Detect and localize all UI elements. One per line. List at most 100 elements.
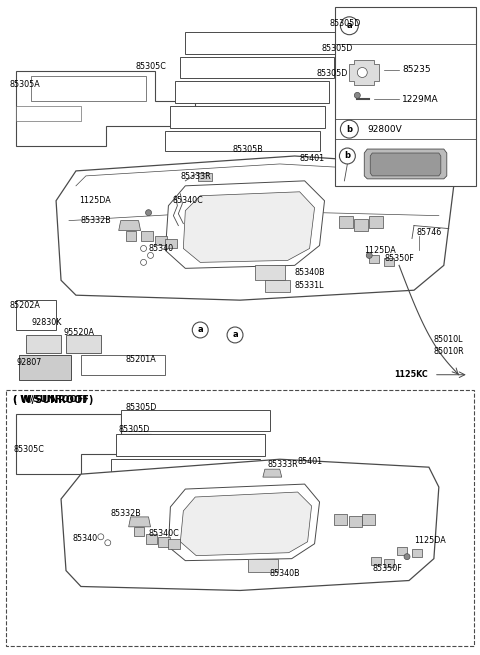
Polygon shape [265, 280, 290, 292]
Text: 1229MA: 1229MA [402, 95, 439, 104]
Text: 85202A: 85202A [9, 301, 40, 310]
Text: 85340B: 85340B [270, 569, 300, 578]
Polygon shape [339, 215, 353, 227]
Polygon shape [335, 514, 348, 525]
Polygon shape [120, 409, 270, 432]
Polygon shape [371, 557, 381, 565]
Polygon shape [168, 539, 180, 549]
Polygon shape [126, 231, 136, 240]
Polygon shape [369, 255, 379, 263]
Polygon shape [349, 60, 379, 85]
Polygon shape [116, 434, 265, 457]
Text: 85305B: 85305B [232, 145, 263, 153]
Circle shape [404, 553, 410, 559]
Polygon shape [180, 492, 312, 555]
Text: 1125DA: 1125DA [79, 196, 111, 205]
Polygon shape [166, 131, 320, 151]
Polygon shape [370, 153, 441, 176]
Polygon shape [183, 192, 314, 263]
Text: ( W/SUNROOF): ( W/SUNROOF) [13, 394, 94, 405]
Text: 85340: 85340 [148, 244, 174, 253]
Text: 1125DA: 1125DA [364, 246, 396, 255]
Polygon shape [145, 534, 157, 544]
Polygon shape [354, 219, 368, 231]
Polygon shape [119, 221, 141, 231]
Polygon shape [185, 31, 339, 54]
Polygon shape [364, 149, 447, 179]
Polygon shape [158, 537, 170, 547]
Text: 85305D: 85305D [322, 44, 353, 53]
Polygon shape [170, 106, 324, 128]
Circle shape [145, 210, 152, 215]
Text: 85333R: 85333R [268, 460, 299, 469]
Polygon shape [111, 459, 260, 479]
Text: 85305D: 85305D [119, 425, 150, 434]
Circle shape [141, 259, 146, 265]
Polygon shape [61, 459, 439, 590]
Polygon shape [198, 173, 212, 181]
Polygon shape [56, 156, 454, 300]
Polygon shape [412, 549, 422, 557]
Circle shape [354, 92, 360, 98]
Circle shape [147, 252, 154, 259]
Text: 85010R: 85010R [434, 347, 465, 356]
Polygon shape [141, 231, 153, 240]
Text: 85305D: 85305D [316, 69, 348, 78]
Text: b: b [344, 151, 350, 160]
Polygon shape [133, 527, 144, 536]
Polygon shape [16, 106, 81, 121]
Polygon shape [16, 300, 56, 330]
Text: 92807: 92807 [16, 358, 42, 367]
Polygon shape [168, 484, 320, 561]
Text: 1125DA: 1125DA [414, 536, 446, 545]
Polygon shape [349, 516, 362, 527]
Circle shape [227, 327, 243, 343]
Polygon shape [129, 517, 151, 527]
Polygon shape [16, 71, 195, 146]
Text: 85305D: 85305D [329, 19, 361, 28]
Circle shape [366, 252, 372, 259]
Polygon shape [16, 415, 151, 474]
Circle shape [98, 534, 104, 540]
Text: 1125KC: 1125KC [394, 370, 428, 379]
Polygon shape [263, 469, 282, 477]
Text: 85340C: 85340C [148, 529, 180, 538]
Text: 85331L: 85331L [295, 281, 324, 290]
Text: 85305C: 85305C [136, 62, 167, 71]
Text: 85350F: 85350F [384, 254, 414, 263]
Polygon shape [166, 238, 178, 248]
Polygon shape [31, 77, 145, 102]
Text: 85340B: 85340B [295, 268, 325, 277]
Circle shape [340, 17, 358, 35]
Polygon shape [384, 559, 394, 567]
Polygon shape [66, 335, 101, 353]
Polygon shape [166, 181, 324, 269]
Text: a: a [347, 21, 352, 30]
Text: 85305A: 85305A [9, 80, 40, 89]
Circle shape [192, 322, 208, 338]
Circle shape [357, 67, 367, 77]
Polygon shape [248, 559, 278, 572]
Polygon shape [180, 56, 335, 79]
Text: 85305D: 85305D [126, 403, 157, 412]
Text: 85332B: 85332B [81, 216, 112, 225]
Polygon shape [81, 355, 166, 375]
Polygon shape [156, 236, 168, 246]
Circle shape [105, 540, 111, 546]
Text: a: a [197, 326, 203, 335]
Text: 95520A: 95520A [63, 328, 94, 337]
Text: 92800V: 92800V [367, 124, 402, 134]
Text: 85305C: 85305C [13, 445, 44, 454]
Text: 85235: 85235 [402, 65, 431, 74]
Text: 85350F: 85350F [372, 564, 402, 573]
Polygon shape [26, 335, 61, 353]
Text: 85401: 85401 [300, 155, 325, 164]
Circle shape [141, 246, 146, 252]
Circle shape [340, 121, 358, 138]
Text: 85340: 85340 [73, 534, 98, 543]
Text: 85010L: 85010L [434, 335, 463, 345]
Text: 85332B: 85332B [111, 510, 142, 518]
Text: 85201A: 85201A [126, 355, 156, 364]
Text: 85333R: 85333R [180, 172, 211, 181]
Text: ( W/SUNROOF): ( W/SUNROOF) [13, 395, 88, 404]
